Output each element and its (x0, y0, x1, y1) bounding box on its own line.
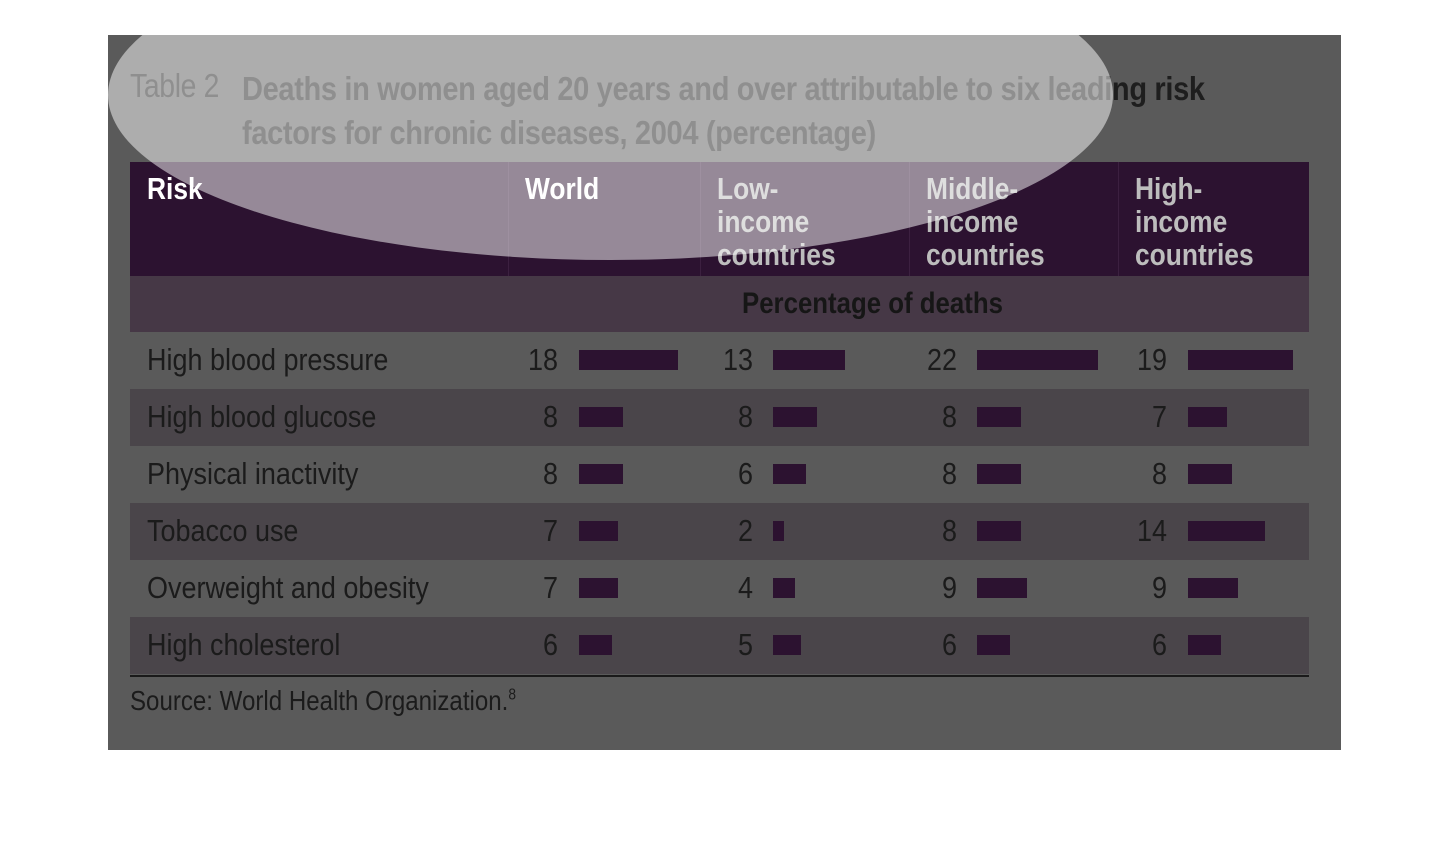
value-label: 8 (737, 399, 753, 434)
value-label: 8 (542, 399, 558, 434)
value-label: 7 (1151, 399, 1167, 434)
table-bottom-rule (130, 675, 1309, 677)
value-bar (773, 635, 801, 655)
header-label: High- income countries (1135, 171, 1254, 272)
header-column: Low-income countries (700, 162, 836, 276)
risk-label: Tobacco use (147, 513, 299, 548)
value-bar (977, 464, 1021, 484)
table-row: High blood glucose 8 8 8 7 (130, 389, 1309, 446)
value-bar (579, 464, 623, 484)
value-bar (579, 578, 618, 598)
risk-label: Physical inactivity (147, 456, 359, 491)
table-number: Table 2 (130, 67, 220, 104)
value-label: 4 (737, 570, 753, 605)
value-bar (1188, 635, 1221, 655)
header-column: Middle- income countries (909, 162, 1045, 276)
value-label: 8 (941, 513, 957, 548)
risk-label: Overweight and obesity (147, 570, 429, 605)
risk-label: High cholesterol (147, 627, 341, 662)
subheader-label: Percentage of deaths (742, 287, 1003, 320)
table-panel: Table 2 Deaths in women aged 20 years an… (108, 35, 1341, 750)
value-label: 7 (542, 570, 558, 605)
value-bar (977, 521, 1021, 541)
value-bar (579, 635, 612, 655)
value-bar (773, 578, 795, 598)
value-bar (579, 350, 678, 370)
header-column: High- income countries (1118, 162, 1254, 276)
value-bar (773, 350, 845, 370)
table-subheader: Percentage of deaths (130, 276, 1309, 332)
value-bar (977, 635, 1010, 655)
value-label: 6 (1151, 627, 1167, 662)
value-bar (1188, 407, 1227, 427)
value-label: 18 (527, 342, 558, 377)
value-label: 6 (542, 627, 558, 662)
table-row: High blood pressure 18 13 22 19 (130, 332, 1309, 389)
value-bar (977, 578, 1027, 598)
value-bar (773, 464, 806, 484)
value-bar (1188, 521, 1265, 541)
risk-label: High blood glucose (147, 399, 377, 434)
value-label: 7 (542, 513, 558, 548)
header-label: Low-income countries (717, 171, 836, 272)
value-bar (977, 407, 1021, 427)
header-label: Middle- income countries (926, 171, 1045, 272)
value-label: 6 (941, 627, 957, 662)
value-label: 8 (542, 456, 558, 491)
source-ref: 8 (508, 686, 516, 704)
value-label: 19 (1136, 342, 1167, 377)
table-row: Physical inactivity 8 6 8 8 (130, 446, 1309, 503)
value-label: 2 (737, 513, 753, 548)
value-bar (1188, 464, 1232, 484)
risk-label: High blood pressure (147, 342, 389, 377)
value-bar (579, 407, 623, 427)
value-label: 22 (926, 342, 957, 377)
value-label: 8 (941, 399, 957, 434)
value-label: 8 (941, 456, 957, 491)
table-row: Tobacco use 7 2 8 14 (130, 503, 1309, 560)
value-label: 14 (1136, 513, 1167, 548)
value-bar (773, 521, 784, 541)
value-bar (1188, 578, 1238, 598)
header-label: World (525, 171, 600, 206)
table-header: Risk World Low-income countries Middle- inc… (130, 162, 1309, 276)
data-table: Risk World Low-income countries Middle- inc… (130, 162, 1309, 677)
value-label: 13 (722, 342, 753, 377)
value-bar (579, 521, 618, 541)
table-row: Overweight and obesity 7 4 9 9 (130, 560, 1309, 617)
table-row: High cholesterol 6 5 6 6 (130, 617, 1309, 674)
value-label: 8 (1151, 456, 1167, 491)
header-label: Risk (147, 171, 203, 206)
value-bar (1188, 350, 1293, 370)
table-title-text: Deaths in women aged 20 years and over a… (242, 70, 1205, 151)
header-column: World (508, 162, 599, 276)
value-label: 9 (1151, 570, 1167, 605)
value-bar (773, 407, 817, 427)
value-label: 6 (737, 456, 753, 491)
source-note: Source: World Health Organization.8 (130, 685, 516, 717)
value-label: 9 (941, 570, 957, 605)
value-bar (977, 350, 1098, 370)
source-text: Source: World Health Organization. (130, 685, 509, 716)
value-label: 5 (737, 627, 753, 662)
